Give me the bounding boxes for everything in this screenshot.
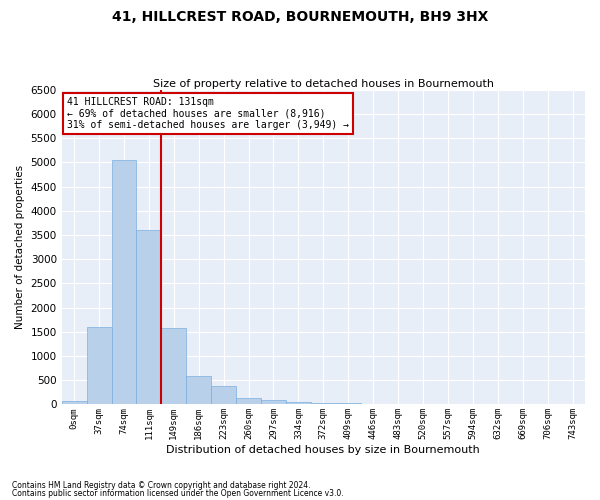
Text: Contains public sector information licensed under the Open Government Licence v3: Contains public sector information licen… xyxy=(12,488,344,498)
Bar xyxy=(62,401,86,404)
Bar xyxy=(211,386,236,404)
Bar xyxy=(136,230,161,404)
Bar xyxy=(286,402,311,404)
Bar xyxy=(112,160,136,404)
Text: Contains HM Land Registry data © Crown copyright and database right 2024.: Contains HM Land Registry data © Crown c… xyxy=(12,481,311,490)
Bar xyxy=(86,327,112,404)
Title: Size of property relative to detached houses in Bournemouth: Size of property relative to detached ho… xyxy=(153,79,494,89)
Text: 41 HILLCREST ROAD: 131sqm
← 69% of detached houses are smaller (8,916)
31% of se: 41 HILLCREST ROAD: 131sqm ← 69% of detac… xyxy=(67,97,349,130)
Text: 41, HILLCREST ROAD, BOURNEMOUTH, BH9 3HX: 41, HILLCREST ROAD, BOURNEMOUTH, BH9 3HX xyxy=(112,10,488,24)
Bar xyxy=(261,400,286,404)
Bar xyxy=(311,402,336,404)
X-axis label: Distribution of detached houses by size in Bournemouth: Distribution of detached houses by size … xyxy=(166,445,480,455)
Bar xyxy=(161,328,186,404)
Bar xyxy=(236,398,261,404)
Bar xyxy=(186,376,211,404)
Y-axis label: Number of detached properties: Number of detached properties xyxy=(15,165,25,329)
